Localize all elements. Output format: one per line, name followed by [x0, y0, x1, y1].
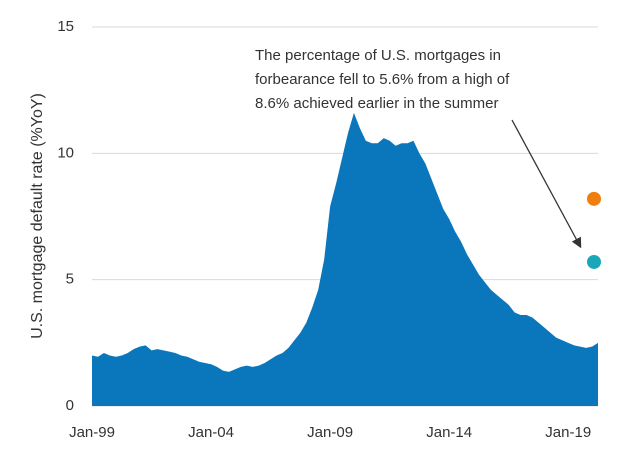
x-tick-label: Jan-04 — [188, 424, 234, 441]
y-axis-label: U.S. mortgage default rate (%YoY) — [29, 93, 46, 339]
annotation: forbearance fell to 5.6% from a high of — [255, 71, 510, 88]
y-tick-label: 10 — [57, 144, 74, 161]
y-tick-label: 0 — [66, 397, 74, 414]
marker-dot — [587, 191, 601, 206]
area — [92, 112, 598, 406]
marker-dot — [587, 254, 601, 269]
x-tick-label: Jan-99 — [69, 424, 115, 441]
annotation: The percentage of U.S. mortgages in — [255, 47, 501, 64]
x-tick-label: Jan-09 — [307, 424, 353, 441]
x-tick-label: Jan-14 — [426, 424, 472, 441]
x-tick-label: Jan-19 — [545, 424, 591, 441]
annotation: 8.6% achieved earlier in the summer — [255, 95, 498, 112]
y-tick-label: 5 — [66, 271, 74, 288]
y-tick-label: 15 — [57, 18, 74, 35]
annotation-arrow — [511, 119, 582, 249]
